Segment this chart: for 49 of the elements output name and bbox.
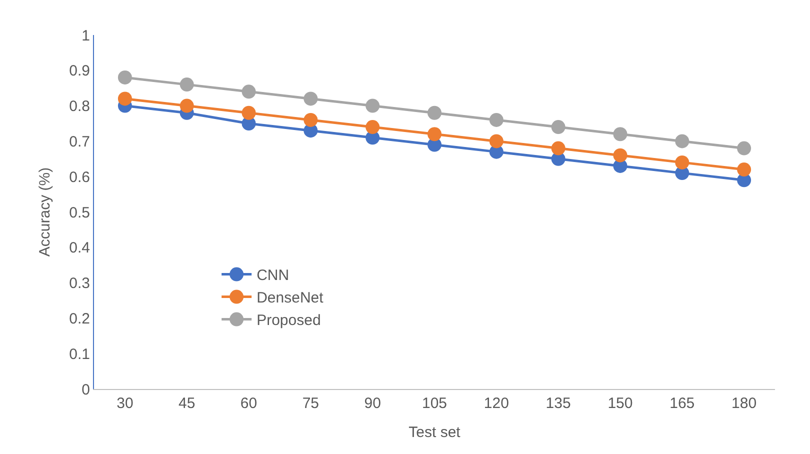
point (551, 120, 566, 134)
point (118, 70, 132, 84)
x-tick-label: 75 (302, 395, 320, 412)
y-tick-label: 1 (82, 27, 90, 44)
y-tick-label: 0.6 (69, 168, 90, 186)
x-tick-label: 30 (116, 395, 134, 412)
x-tick-label: 180 (732, 395, 757, 412)
point (737, 141, 752, 156)
y-tick-label: 0.1 (69, 346, 90, 363)
point (737, 162, 752, 177)
y-tick-label: 0.4 (69, 240, 90, 257)
point (180, 98, 194, 113)
y-tick-label: 0.8 (69, 98, 90, 116)
x-axis-title: Test set (408, 424, 462, 441)
y-tick-label: 0.9 (69, 62, 90, 80)
x-tick-label: 45 (178, 395, 196, 412)
point (366, 98, 380, 113)
point (428, 106, 442, 120)
point (489, 134, 504, 148)
y-tick-label: 0.3 (69, 275, 90, 292)
point (613, 148, 628, 162)
point (489, 112, 504, 127)
x-tick-label: 135 (546, 395, 571, 412)
point (304, 92, 318, 106)
x-tick-label: 60 (240, 395, 258, 412)
x-tick-label: 120 (484, 395, 509, 412)
point (675, 155, 690, 170)
point (242, 106, 256, 120)
y-tick-label: 0.2 (69, 310, 90, 328)
y-tick-label: 0 (82, 381, 90, 398)
legend-label: DenseNet (256, 290, 324, 307)
x-tick-label: 150 (608, 395, 633, 412)
x-tick-label: 90 (364, 395, 381, 412)
point (242, 84, 256, 99)
point (428, 127, 442, 142)
point (551, 141, 566, 156)
point (118, 92, 132, 106)
point (675, 134, 690, 148)
y-tick-label: 0.7 (69, 133, 90, 150)
point (180, 78, 194, 92)
legend-label: CNN (256, 267, 290, 284)
point (613, 127, 628, 142)
point (304, 112, 318, 127)
y-tick-label: 0.5 (69, 204, 90, 222)
x-tick-label: 105 (422, 395, 448, 412)
legend-label: Proposed (256, 312, 321, 330)
y-axis-title: Accuracy (%) (36, 167, 54, 257)
point (366, 120, 380, 134)
x-tick-label: 165 (670, 395, 695, 412)
